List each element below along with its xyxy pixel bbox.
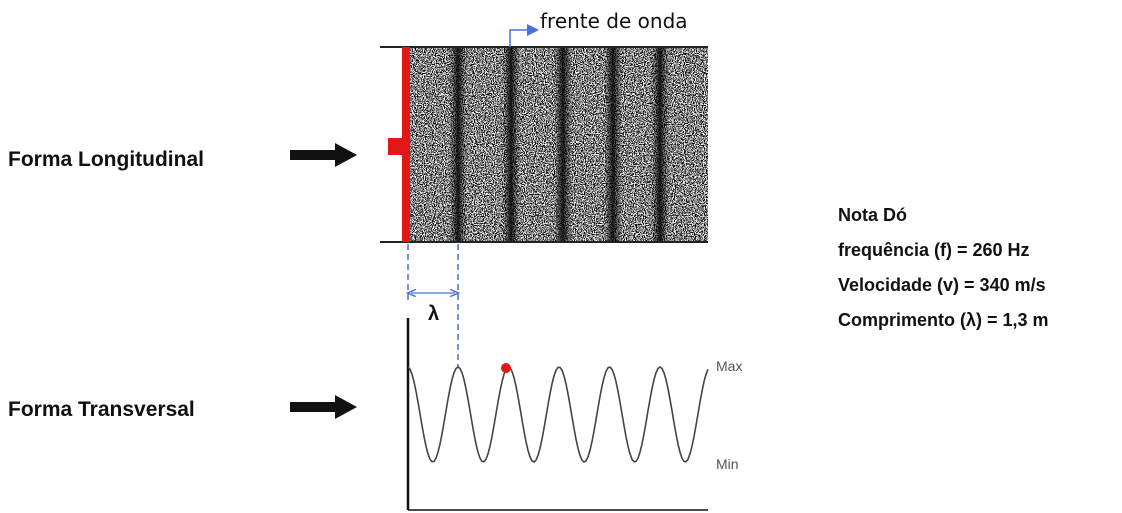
compression-band [449, 48, 467, 242]
compression-band [554, 48, 572, 242]
wavelength-symbol: λ [428, 303, 439, 325]
wavefront-arrow [509, 24, 539, 47]
min-label: Min [716, 456, 739, 472]
info-line: Comprimento (λ) = 1,3 m [838, 310, 1049, 330]
compression-band [651, 48, 669, 242]
max-label: Max [716, 358, 742, 374]
wavefront-label: frente de onda [540, 9, 688, 33]
info-line: frequência (f) = 260 Hz [838, 240, 1030, 260]
compression-band [604, 48, 622, 242]
info-line: Velocidade (v) = 340 m/s [838, 275, 1046, 295]
longitudinal-label: Forma Longitudinal [8, 148, 204, 171]
longitudinal-medium [405, 48, 708, 242]
transversal-label: Forma Transversal [8, 398, 195, 421]
piston-handle [388, 138, 402, 155]
arrow [290, 143, 357, 167]
piston [402, 47, 410, 242]
compression-band [502, 48, 520, 242]
arrow [290, 395, 357, 419]
wave [407, 366, 709, 463]
particle [501, 363, 511, 373]
info-line: Nota Dó [838, 205, 907, 225]
